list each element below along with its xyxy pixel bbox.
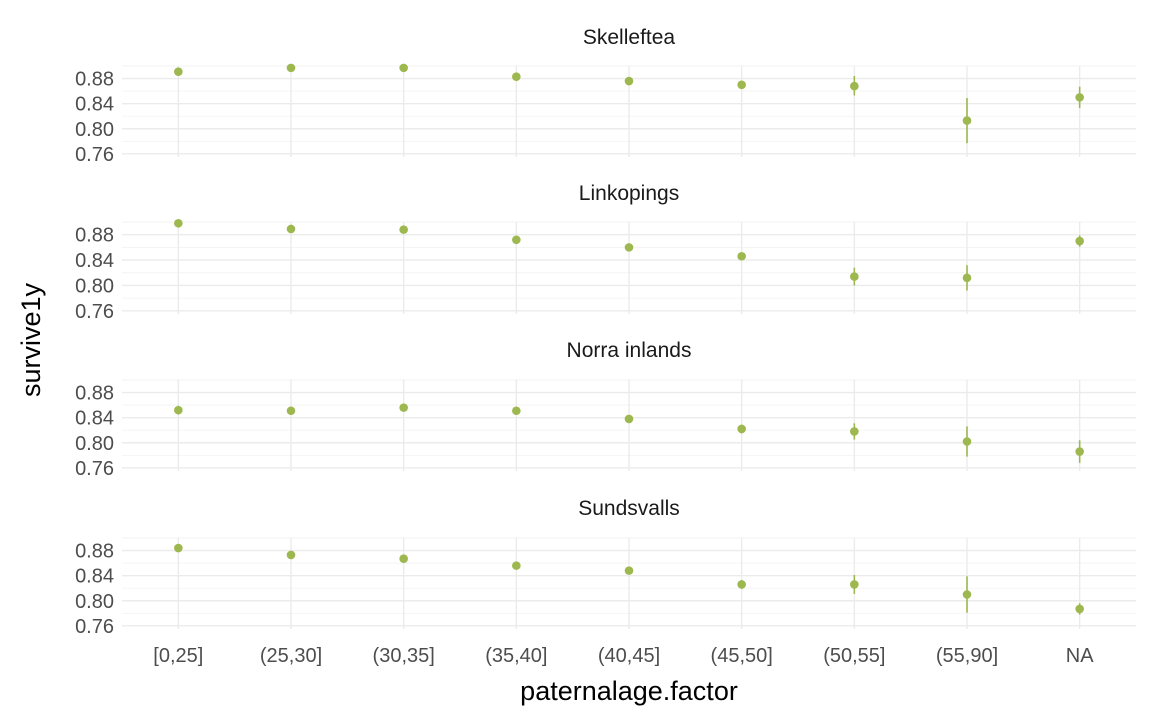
data-point [624, 243, 634, 252]
data-point [850, 81, 859, 91]
data-point [286, 63, 296, 73]
facet-panel: Skelleftea 0.76 0.80 0.84 0.88 [75, 26, 1136, 166]
y-tick-label: 0.80 [75, 119, 114, 141]
y-tick-label: 0.80 [75, 591, 114, 613]
facet-panel: Norra inlands 0.76 0.80 0.84 0.88 [75, 339, 1136, 480]
y-tick-label: 0.80 [75, 275, 114, 297]
data-point [174, 543, 183, 553]
facet-title: Linkopings [579, 182, 679, 205]
y-tick-label: 0.84 [75, 250, 114, 272]
y-tick-label: 0.76 [75, 144, 114, 166]
x-tick-label: (30,35] [373, 645, 435, 667]
y-tick-label: 0.84 [75, 408, 114, 430]
data-point [286, 406, 296, 416]
facet-title: Skelleftea [583, 26, 676, 49]
data-point [737, 251, 746, 261]
data-point [512, 72, 521, 81]
data-point [1075, 604, 1084, 614]
data-point [737, 580, 746, 589]
data-point [174, 218, 183, 228]
x-tick-label: (40,45] [598, 645, 660, 667]
y-tick-label: 0.76 [75, 301, 114, 323]
x-tick-label: (50,55] [823, 645, 885, 667]
facet-panels: Skelleftea 0.76 0.80 0.84 0.88 Linkopings 0.76… [75, 26, 1136, 638]
y-tick-label: 0.76 [75, 616, 114, 638]
data-point [850, 272, 859, 281]
data-point [1075, 93, 1084, 102]
data-point [512, 561, 521, 570]
data-point [624, 566, 634, 575]
y-tick-label: 0.76 [75, 458, 114, 480]
y-axis-title: survive1y [16, 282, 46, 397]
data-point [286, 550, 296, 560]
x-tick-label: (35,40] [485, 645, 547, 667]
data-point [962, 590, 972, 599]
x-tick-label: [0,25] [153, 645, 203, 667]
facet-title: Sundsvalls [578, 497, 680, 520]
y-tick-label: 0.88 [75, 541, 114, 563]
y-tick-label: 0.84 [75, 566, 114, 588]
data-point [174, 67, 183, 76]
data-point [962, 273, 972, 283]
data-point [624, 76, 634, 86]
y-tick-label: 0.88 [75, 69, 114, 91]
y-tick-label: 0.84 [75, 94, 114, 116]
x-tick-label: NA [1066, 645, 1094, 667]
x-tick-label: (45,50] [711, 645, 773, 667]
x-axis-title: paternalage.factor [520, 676, 738, 706]
data-point [850, 580, 859, 589]
facet-panel: Sundsvalls 0.76 0.80 0.84 0.88 [75, 497, 1136, 638]
y-tick-label: 0.88 [75, 225, 114, 247]
data-point [286, 224, 296, 234]
data-point [1075, 236, 1084, 246]
x-tick-label: (55,90] [936, 645, 998, 667]
data-point [850, 427, 859, 436]
data-point [737, 424, 746, 434]
data-point [962, 437, 972, 446]
data-point [399, 403, 408, 412]
y-tick-label: 0.80 [75, 433, 114, 455]
data-point [512, 406, 521, 416]
data-point [399, 554, 408, 564]
data-point [512, 235, 521, 245]
y-tick-label: 0.88 [75, 383, 114, 405]
data-point [737, 80, 746, 90]
x-axis: [0,25] (25,30] (30,35] (35,40] (40,45] (45,50… [153, 645, 1094, 667]
data-point [174, 405, 183, 415]
data-point [399, 63, 408, 73]
data-point [962, 116, 972, 125]
facet-panel: Linkopings 0.76 0.80 0.84 0.88 [75, 182, 1136, 323]
data-point [399, 225, 408, 234]
facet-title: Norra inlands [567, 339, 692, 362]
x-tick-label: (25,30] [260, 645, 322, 667]
data-point [624, 414, 634, 424]
data-point [1075, 447, 1084, 456]
